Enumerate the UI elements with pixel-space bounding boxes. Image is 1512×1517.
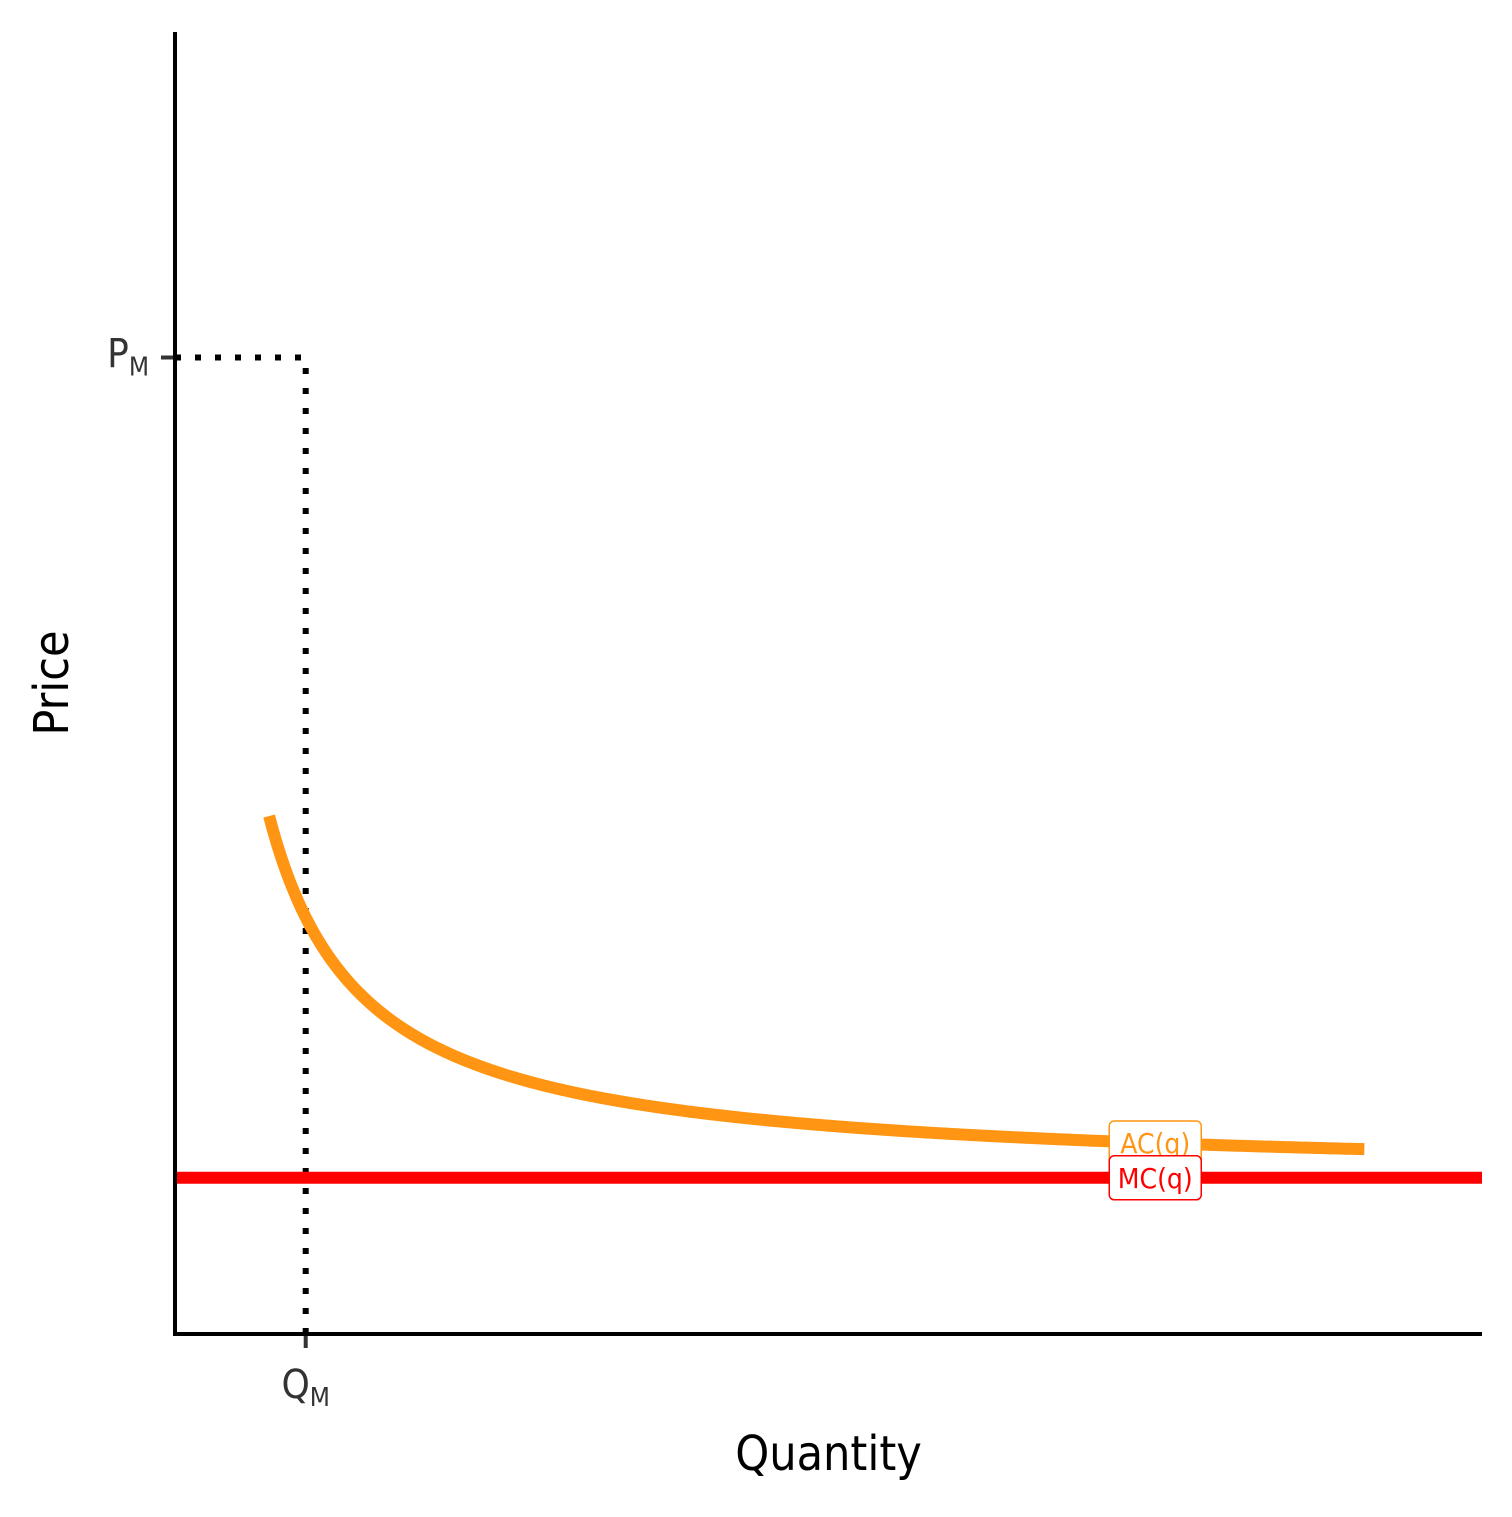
x-tick-label: QM (281, 1362, 330, 1413)
series-label-ac-q: AC(q) (1108, 1120, 1202, 1166)
series-label-text: AC(q) (1120, 1127, 1190, 1160)
series-label-text: MC(q) (1118, 1162, 1193, 1195)
plot-marks: AC(q)MC(q) QM PM (107, 332, 1482, 1413)
series-label-box (1108, 1155, 1202, 1201)
x-axis-title: Quantity (735, 1426, 922, 1482)
series-label-mc-q: MC(q) (1108, 1155, 1202, 1201)
series-line-ac-q (263, 814, 1365, 1156)
y-tick-label: PM (107, 332, 149, 383)
y-axis-title: Price (24, 630, 80, 735)
